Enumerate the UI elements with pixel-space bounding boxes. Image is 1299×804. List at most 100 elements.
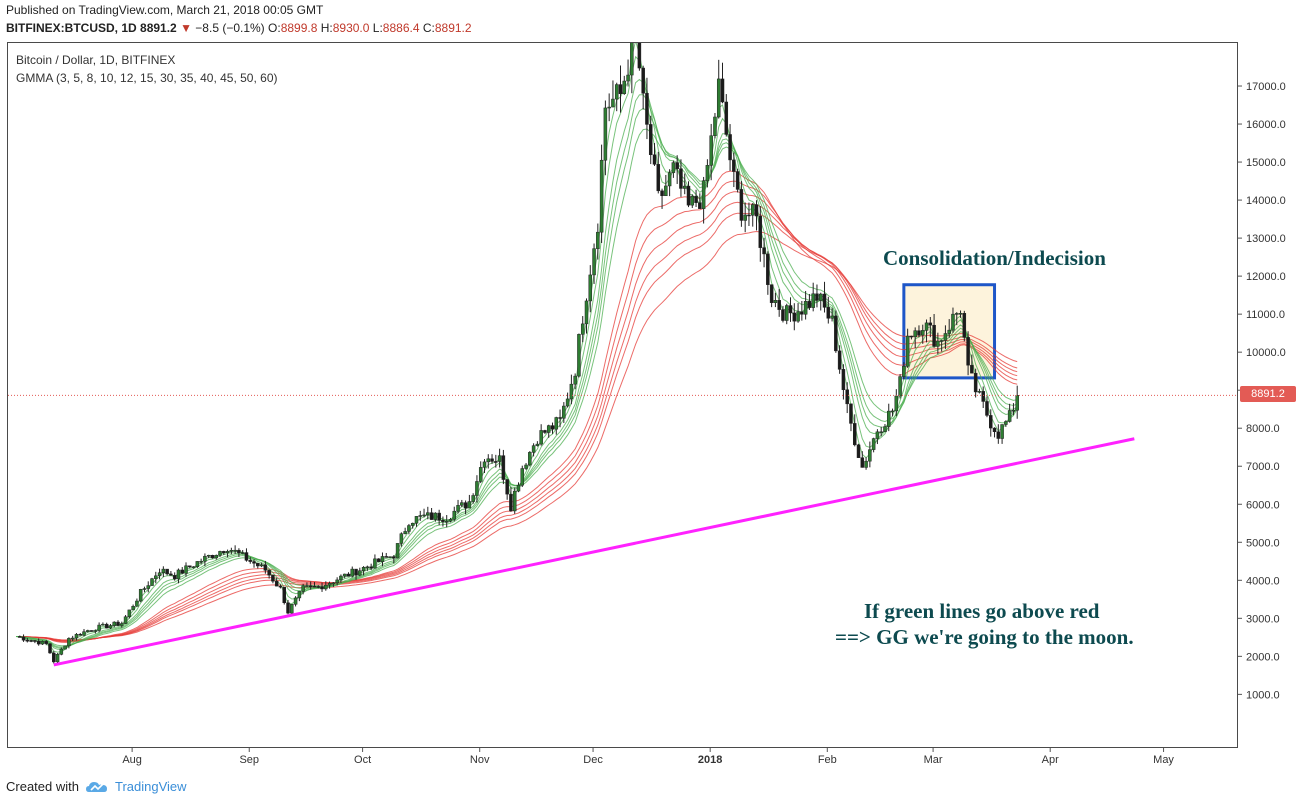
candle-up xyxy=(331,582,336,585)
candle-up xyxy=(894,395,899,412)
candle-up xyxy=(467,501,472,509)
candle-up xyxy=(588,274,593,302)
candle-up xyxy=(565,398,570,407)
candle-down xyxy=(392,556,396,559)
candle-up xyxy=(671,162,676,173)
footer: Created with TradingView xyxy=(6,779,187,794)
candle-down xyxy=(308,585,313,588)
candle-up xyxy=(516,484,521,492)
candle-up xyxy=(365,566,370,569)
candle-up xyxy=(1000,424,1004,439)
candle-up xyxy=(539,430,543,445)
x-tick-label: Nov xyxy=(470,754,490,766)
time-axis[interactable]: Aug Sep Oct Nov Dec 2018 Feb Mar Apr May xyxy=(7,748,1238,770)
y-tick-label: 15000.0 xyxy=(1246,157,1286,169)
candle-up xyxy=(569,383,574,400)
note-line-2: ==> GG we're going to the moon. xyxy=(835,625,1134,649)
candle-down xyxy=(822,293,827,308)
candle-down xyxy=(788,305,793,314)
candle-up xyxy=(55,654,60,663)
candle-up xyxy=(667,172,672,187)
candle-up xyxy=(622,80,627,94)
candle-up xyxy=(63,645,67,650)
candle-up xyxy=(879,431,883,434)
candle-up xyxy=(898,376,902,397)
candle-up xyxy=(293,597,298,605)
y-tick-label: 8000.0 xyxy=(1246,423,1280,435)
candle-up xyxy=(478,467,483,482)
candle-up xyxy=(883,426,887,433)
candle-down xyxy=(747,214,751,217)
candle-down xyxy=(694,195,698,203)
candle-up xyxy=(86,630,90,632)
candle-up xyxy=(690,195,695,206)
candle-up xyxy=(154,575,158,579)
candle-down xyxy=(18,636,22,638)
candle-down xyxy=(917,330,921,336)
candle-up xyxy=(1015,395,1019,411)
candle-up xyxy=(161,568,166,573)
candle-up xyxy=(150,578,154,586)
candle-down xyxy=(263,564,268,571)
candle-down xyxy=(841,369,846,391)
candle-down xyxy=(660,190,664,197)
candle-down xyxy=(834,315,838,352)
last-price: 8891.2 xyxy=(140,21,177,35)
candle-up xyxy=(433,512,438,520)
candle-up xyxy=(580,323,585,335)
candle-down xyxy=(852,423,857,446)
candle-down xyxy=(970,364,974,374)
candle-up xyxy=(607,106,611,109)
candle-up xyxy=(924,322,929,331)
candle-up xyxy=(131,606,135,611)
candle-up xyxy=(936,340,940,347)
candle-up xyxy=(528,452,532,466)
candle-up xyxy=(546,425,551,433)
candle-down xyxy=(256,563,260,567)
chart-plot-area[interactable]: Bitcoin / Dollar, 1D, BITFINEX GMMA (3, … xyxy=(7,42,1238,748)
long-ema-40 xyxy=(16,191,1018,642)
candle-up xyxy=(1011,409,1016,412)
candle-down xyxy=(312,585,317,588)
low-value: 8886.4 xyxy=(382,21,420,35)
candle-up xyxy=(682,185,687,189)
x-tick-label: 2018 xyxy=(698,754,722,766)
candle-up xyxy=(596,231,600,249)
candle-down xyxy=(271,574,275,582)
candle-down xyxy=(278,585,283,588)
candle-down xyxy=(210,554,215,559)
candle-down xyxy=(973,372,978,393)
candle-up xyxy=(203,555,207,562)
tradingview-brand[interactable]: TradingView xyxy=(114,779,187,794)
candle-up xyxy=(716,78,721,118)
candle-down xyxy=(501,455,506,480)
candle-down xyxy=(282,586,286,604)
candle-up xyxy=(905,335,910,367)
candle-up xyxy=(784,305,789,321)
candle-up xyxy=(82,631,86,636)
candle-up xyxy=(335,579,339,584)
candle-down xyxy=(33,640,37,642)
candle-up xyxy=(592,248,596,276)
candle-down xyxy=(543,430,547,433)
candle-up xyxy=(93,630,98,632)
candle-up xyxy=(350,568,355,577)
candle-down xyxy=(21,636,26,641)
candle-up xyxy=(603,107,608,161)
x-tick-label: Sep xyxy=(239,754,259,766)
y-tick-label: 12000.0 xyxy=(1246,271,1286,283)
x-tick-label: Apr xyxy=(1042,754,1059,766)
short-ema-10 xyxy=(15,94,1018,649)
price-axis[interactable]: 1000.0 2000.0 3000.0 4000.0 5000.0 6000.0 7000… xyxy=(1238,42,1299,748)
candle-up xyxy=(342,573,347,577)
candle-up xyxy=(448,519,453,522)
candle-up xyxy=(297,591,302,599)
candle-up xyxy=(191,566,196,568)
y-tick-label: 10000.0 xyxy=(1246,347,1286,359)
candle-down xyxy=(932,324,936,347)
candle-up xyxy=(626,74,630,82)
candle-up xyxy=(630,43,634,76)
candle-up xyxy=(868,449,872,462)
y-tick-label: 16000.0 xyxy=(1246,119,1286,131)
candle-up xyxy=(803,301,808,315)
